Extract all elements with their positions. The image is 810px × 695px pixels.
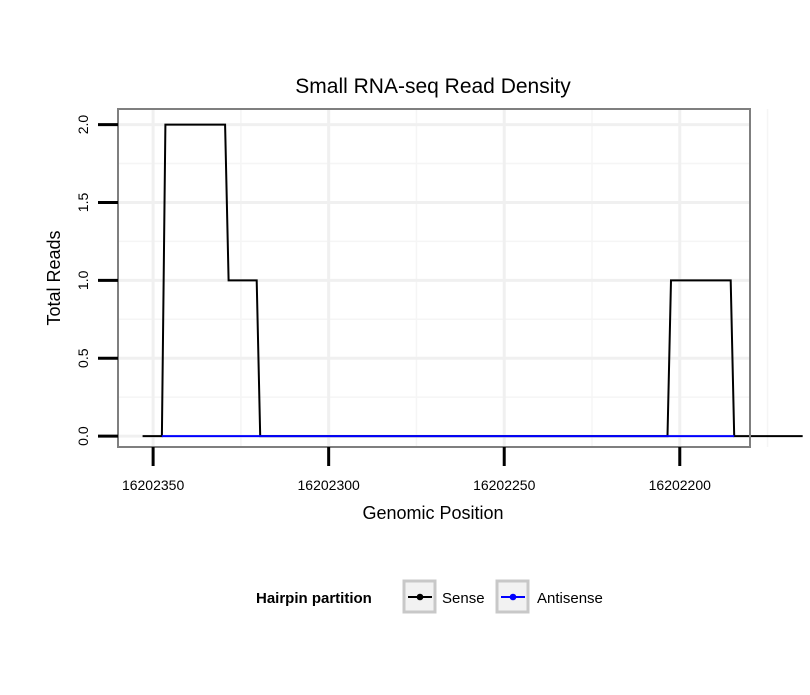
y-axis-label: Total Reads bbox=[44, 230, 64, 325]
y-tick-label: 0.0 bbox=[75, 426, 91, 446]
legend-item-antisense: Antisense bbox=[495, 579, 603, 614]
legend-title: Hairpin partition bbox=[256, 590, 372, 607]
plot-border bbox=[117, 108, 751, 448]
legend-dot-antisense bbox=[509, 593, 517, 601]
series-layer bbox=[142, 123, 803, 438]
y-tick-label: 0.5 bbox=[75, 348, 91, 368]
series-line-sense bbox=[142, 123, 803, 438]
x-tick-label: 16202250 bbox=[473, 477, 536, 493]
legend: Hairpin partition Sense Antisense bbox=[256, 579, 603, 614]
y-axis: 0.0 0.5 1.0 1.5 2.0 bbox=[75, 115, 118, 446]
legend-label-antisense: Antisense bbox=[537, 590, 603, 607]
chart-title: Small RNA-seq Read Density bbox=[295, 75, 571, 98]
plot-panel bbox=[118, 109, 750, 447]
x-tick-label: 16202300 bbox=[298, 477, 361, 493]
x-tick-label: 16202200 bbox=[649, 477, 712, 493]
x-tick-label: 16202350 bbox=[122, 477, 185, 493]
y-tick-label: 1.0 bbox=[75, 270, 91, 290]
legend-item-sense: Sense bbox=[402, 579, 485, 614]
legend-label-sense: Sense bbox=[442, 590, 485, 607]
x-axis-label: Genomic Position bbox=[362, 503, 503, 523]
legend-dot-sense bbox=[416, 593, 424, 601]
x-axis: 16202350 16202300 16202250 16202200 bbox=[122, 447, 711, 493]
y-tick-label: 2.0 bbox=[75, 115, 91, 135]
grid-layer bbox=[118, 109, 769, 447]
y-tick-label: 1.5 bbox=[75, 193, 91, 213]
